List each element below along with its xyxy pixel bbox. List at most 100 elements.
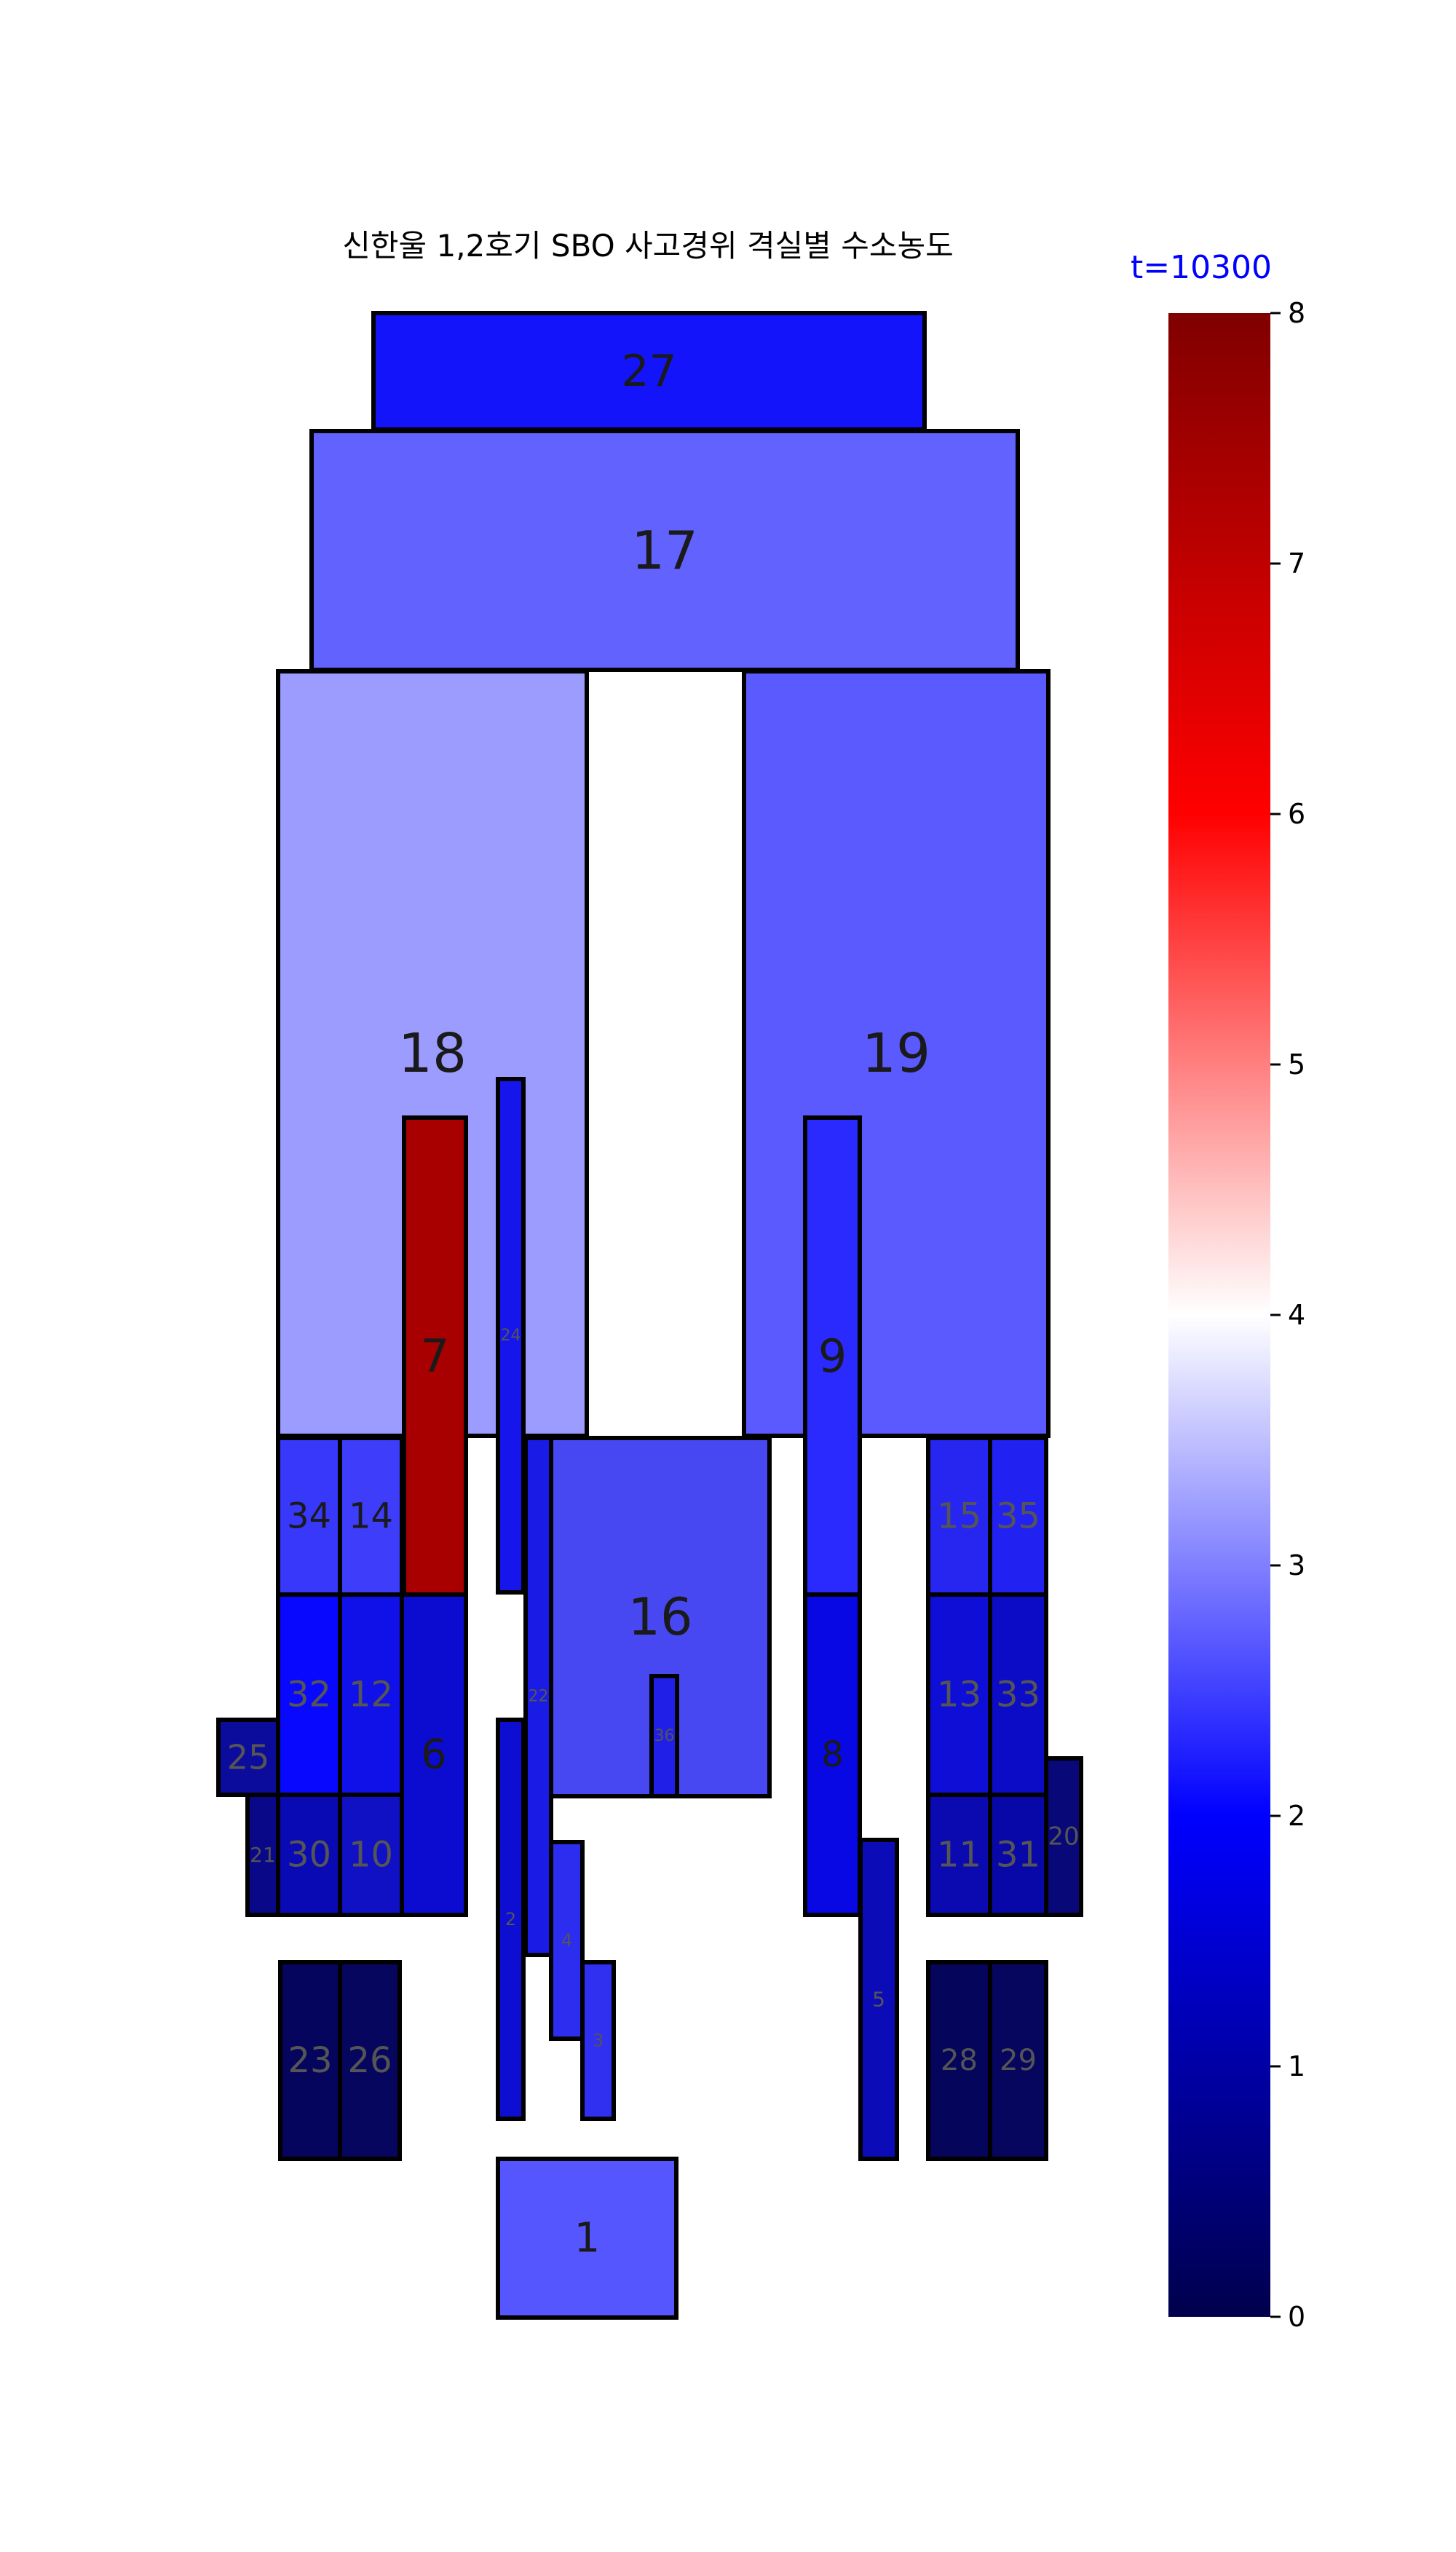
compartment-31: 31	[988, 1793, 1048, 1917]
compartment-18-label: 18	[398, 1022, 467, 1085]
compartment-34-label: 34	[287, 1496, 331, 1537]
colorbar-gradient	[1168, 313, 1270, 2317]
compartment-17-box	[309, 429, 1020, 672]
compartment-27: 27	[371, 311, 927, 432]
compartment-7-label: 7	[421, 1330, 449, 1383]
compartment-3-label: 3	[593, 2031, 604, 2051]
colorbar-tick-label-6: 6	[1288, 798, 1305, 830]
colorbar-tick-label-2: 2	[1288, 1800, 1305, 1832]
compartment-2-box	[496, 1718, 526, 2121]
compartment-28: 28	[926, 1960, 992, 2161]
compartment-3-box	[580, 1960, 616, 2121]
time-label: t=10300	[1131, 249, 1272, 286]
compartment-23-label: 23	[288, 2040, 332, 2081]
compartment-2: 2	[496, 1718, 526, 2121]
compartment-3: 3	[580, 1960, 616, 2121]
chart-title: 신한울 1,2호기 SBO 사고경위 격실별 수소농도	[342, 228, 954, 264]
compartment-16-label: 16	[628, 1587, 692, 1647]
compartment-2-label: 2	[505, 1909, 516, 1929]
compartment-32-box	[276, 1592, 342, 1797]
compartment-14: 14	[338, 1436, 404, 1597]
compartment-32-label: 32	[287, 1675, 331, 1715]
compartment-23: 23	[278, 1960, 342, 2161]
compartment-5-label: 5	[872, 1988, 885, 2012]
compartment-34: 34	[276, 1436, 342, 1597]
colorbar-tick-label-8: 8	[1288, 297, 1305, 329]
compartment-6-box	[400, 1592, 468, 1917]
colorbar-tick-label-3: 3	[1288, 1549, 1305, 1581]
compartment-15-label: 15	[937, 1496, 981, 1537]
compartment-14-box	[338, 1436, 404, 1597]
compartment-29-label: 29	[1000, 2044, 1037, 2077]
compartment-31-box	[988, 1793, 1048, 1917]
compartment-17-label: 17	[631, 520, 698, 581]
colorbar-tick-label-0: 0	[1288, 2301, 1305, 2333]
compartment-18: 18	[276, 669, 589, 1438]
compartment-28-box	[926, 1960, 992, 2161]
compartment-10-label: 10	[349, 1835, 393, 1876]
compartment-25-label: 25	[227, 1738, 270, 1777]
compartment-9-box	[803, 1115, 862, 1597]
compartment-33: 33	[988, 1592, 1048, 1797]
compartment-35: 35	[988, 1436, 1048, 1597]
compartment-19: 19	[742, 669, 1051, 1438]
colorbar-tick-label-1: 1	[1288, 2050, 1305, 2082]
compartment-7: 7	[402, 1115, 468, 1597]
compartment-6: 6	[400, 1592, 468, 1917]
compartment-30: 30	[276, 1793, 342, 1917]
colorbar-tick-label-5: 5	[1288, 1048, 1305, 1081]
compartment-8-label: 8	[821, 1734, 844, 1775]
compartment-30-box	[276, 1793, 342, 1917]
colorbar-tick-label-4: 4	[1288, 1299, 1305, 1331]
compartment-33-label: 33	[996, 1675, 1040, 1715]
compartment-11: 11	[926, 1793, 992, 1917]
compartment-36-box	[649, 1674, 679, 1798]
compartment-30-label: 30	[287, 1835, 331, 1876]
compartment-31-label: 31	[996, 1835, 1040, 1876]
compartment-13-label: 13	[937, 1675, 981, 1715]
compartment-36: 36	[649, 1674, 679, 1798]
compartment-1: 1	[496, 2157, 678, 2320]
compartment-8: 8	[803, 1592, 862, 1917]
compartment-24: 24	[496, 1077, 526, 1595]
compartment-20-box	[1044, 1756, 1083, 1917]
compartment-24-label: 24	[501, 1327, 521, 1345]
compartment-25: 25	[216, 1718, 280, 1797]
compartment-1-label: 1	[574, 2215, 601, 2262]
compartment-6-label: 6	[421, 1731, 447, 1779]
compartment-9-label: 9	[818, 1330, 847, 1383]
compartment-27-label: 27	[621, 346, 676, 397]
compartment-22: 22	[523, 1436, 553, 1957]
compartment-23-box	[278, 1960, 342, 2161]
compartment-8-box	[803, 1592, 862, 1917]
compartment-4-box	[549, 1840, 585, 2041]
compartment-35-box	[988, 1436, 1048, 1597]
compartment-21: 21	[245, 1793, 280, 1917]
colorbar: 0 1 2 3 4 5 6 7 8	[1168, 297, 1305, 2333]
colorbar-ticks: 0 1 2 3 4 5 6 7 8	[1270, 297, 1305, 2333]
compartment-36-label: 36	[654, 1727, 675, 1745]
compartment-15: 15	[926, 1436, 992, 1597]
compartment-28-label: 28	[941, 2044, 978, 2077]
compartment-15-box	[926, 1436, 992, 1597]
compartment-5-box	[858, 1838, 899, 2161]
compartment-22-box	[523, 1436, 553, 1957]
compartment-29: 29	[988, 1960, 1048, 2161]
compartment-22-label: 22	[529, 1688, 549, 1706]
compartment-12: 12	[338, 1592, 404, 1797]
compartment-33-box	[988, 1592, 1048, 1797]
compartment-11-box	[926, 1793, 992, 1917]
compartment-19-box	[742, 669, 1051, 1438]
compartment-14-label: 14	[349, 1496, 393, 1537]
compartment-24-box	[496, 1077, 526, 1595]
compartment-13: 13	[926, 1592, 992, 1797]
compartment-26: 26	[338, 1960, 402, 2161]
compartment-9: 9	[803, 1115, 862, 1597]
compartment-19-label: 19	[862, 1022, 930, 1085]
compartment-4: 4	[549, 1840, 585, 2041]
compartment-4-label: 4	[561, 1930, 572, 1951]
compartment-20: 20	[1044, 1756, 1083, 1917]
compartment-29-box	[988, 1960, 1048, 2161]
